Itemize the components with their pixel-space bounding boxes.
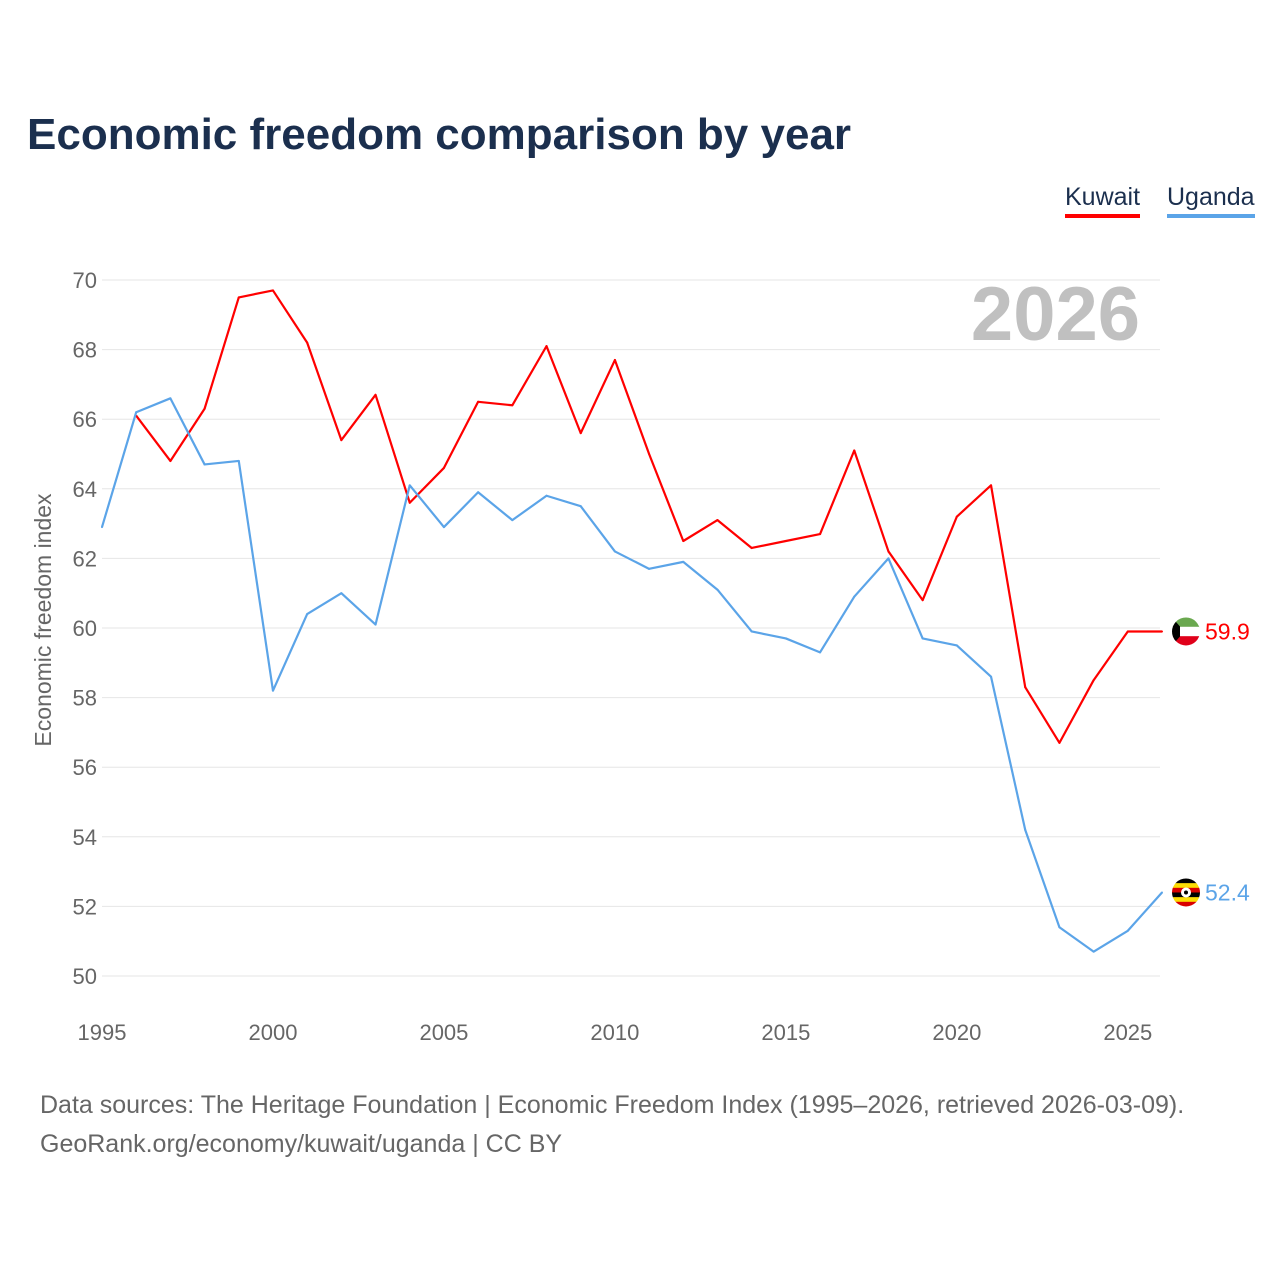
end-value-label-uganda: 52.4 — [1205, 879, 1250, 905]
plot-area: 50 52 54 56 58 60 62 64 66 68 70 1995 2000 2005 2010 20… — [30, 268, 1250, 1045]
data-point-uganda — [716, 588, 719, 591]
data-point-uganda — [1024, 828, 1027, 831]
x-tick-label: 2010 — [590, 1020, 639, 1045]
data-point-kuwait — [1024, 686, 1027, 689]
data-point-kuwait — [955, 515, 958, 518]
data-point-uganda — [374, 623, 377, 626]
data-point-kuwait — [853, 449, 856, 452]
data-point-kuwait — [1161, 630, 1163, 633]
y-tick-label: 50 — [73, 964, 97, 989]
data-point-uganda — [921, 637, 924, 640]
data-point-kuwait — [511, 404, 514, 407]
uganda-flag-icon — [1172, 878, 1200, 907]
data-point-kuwait — [203, 407, 206, 410]
data-point-uganda — [784, 637, 787, 640]
data-point-kuwait — [716, 519, 719, 522]
data-point-kuwait — [1092, 679, 1095, 682]
series-line-kuwait — [135, 289, 1162, 744]
data-point-kuwait — [682, 540, 685, 542]
data-point-kuwait — [545, 345, 548, 348]
y-tick-label: 60 — [73, 616, 97, 641]
data-point-kuwait — [408, 501, 411, 504]
data-point-uganda — [613, 550, 616, 553]
y-tick-label: 68 — [73, 338, 97, 363]
data-point-uganda — [682, 560, 685, 563]
data-point-kuwait — [442, 466, 445, 469]
data-point-kuwait — [271, 289, 274, 292]
data-point-uganda — [340, 592, 343, 595]
data-point-uganda — [169, 397, 172, 400]
legend-uganda[interactable]: Uganda — [1167, 183, 1255, 218]
data-point-kuwait — [784, 540, 787, 542]
x-tick-label: 2025 — [1103, 1020, 1152, 1045]
data-point-kuwait — [579, 432, 582, 435]
data-point-kuwait — [990, 484, 993, 487]
x-tick-label: 2005 — [419, 1020, 468, 1045]
data-point-uganda — [887, 557, 890, 560]
data-point-uganda — [135, 411, 138, 414]
data-point-kuwait — [374, 393, 377, 396]
x-tick-label: 1995 — [78, 1020, 127, 1045]
data-point-uganda — [101, 526, 103, 529]
data-point-kuwait — [887, 550, 890, 553]
data-point-kuwait — [340, 439, 343, 442]
x-tick-label: 2000 — [248, 1020, 297, 1045]
data-point-uganda — [1161, 891, 1163, 894]
data-point-uganda — [955, 644, 958, 647]
data-point-uganda — [579, 505, 582, 508]
kuwait-flag-icon — [1172, 617, 1200, 646]
data-point-kuwait — [613, 359, 616, 362]
y-tick-label: 58 — [73, 686, 97, 711]
data-point-uganda — [477, 491, 480, 494]
data-point-uganda — [990, 675, 993, 678]
data-point-kuwait — [1126, 630, 1129, 633]
y-tick-label: 70 — [73, 268, 97, 293]
data-point-uganda — [203, 463, 206, 466]
data-point-uganda — [271, 689, 274, 692]
attribution-text[interactable]: GeoRank.org/economy/kuwait/uganda | CC B… — [40, 1130, 563, 1158]
data-point-uganda — [545, 494, 548, 497]
data-point-uganda — [853, 595, 856, 598]
data-point-uganda — [1058, 926, 1061, 929]
footer: Data sources: The Heritage Foundation | … — [40, 1086, 1184, 1164]
data-point-kuwait — [1058, 741, 1061, 744]
y-tick-label: 66 — [73, 407, 97, 432]
y-tick-label: 52 — [73, 894, 97, 919]
data-source-text: Data sources: The Heritage Foundation | … — [40, 1091, 1185, 1119]
data-point-kuwait — [237, 296, 240, 299]
data-point-uganda — [1126, 929, 1129, 932]
data-point-uganda — [237, 459, 240, 462]
end-value-label-kuwait: 59.9 — [1205, 618, 1250, 644]
data-point-uganda — [1092, 950, 1095, 953]
y-tick-label: 64 — [73, 477, 97, 502]
data-point-uganda — [306, 613, 309, 616]
year-label: 2026 — [971, 272, 1140, 357]
series-line-uganda — [100, 397, 1163, 953]
legend-kuwait[interactable]: Kuwait — [1065, 183, 1141, 218]
y-tick-label: 54 — [73, 825, 97, 850]
data-point-kuwait — [750, 546, 753, 549]
data-point-uganda — [750, 630, 753, 633]
y-tick-label: 56 — [73, 755, 97, 780]
x-tick-label: 2020 — [932, 1020, 981, 1045]
data-point-kuwait — [306, 341, 309, 344]
data-point-uganda — [408, 484, 411, 487]
data-point-kuwait — [169, 459, 172, 462]
data-point-uganda — [819, 651, 822, 654]
data-point-kuwait — [477, 400, 480, 403]
x-tick-label: 2015 — [761, 1020, 810, 1045]
data-point-kuwait — [648, 453, 651, 455]
y-tick-label: 62 — [73, 546, 97, 571]
y-axis-label: Economic freedom index — [30, 493, 56, 747]
data-point-uganda — [511, 519, 514, 522]
chart-title: Economic freedom comparison by year — [27, 110, 852, 159]
data-point-kuwait — [819, 533, 822, 536]
data-point-uganda — [648, 567, 651, 570]
data-point-uganda — [442, 526, 445, 529]
data-point-kuwait — [921, 599, 924, 602]
